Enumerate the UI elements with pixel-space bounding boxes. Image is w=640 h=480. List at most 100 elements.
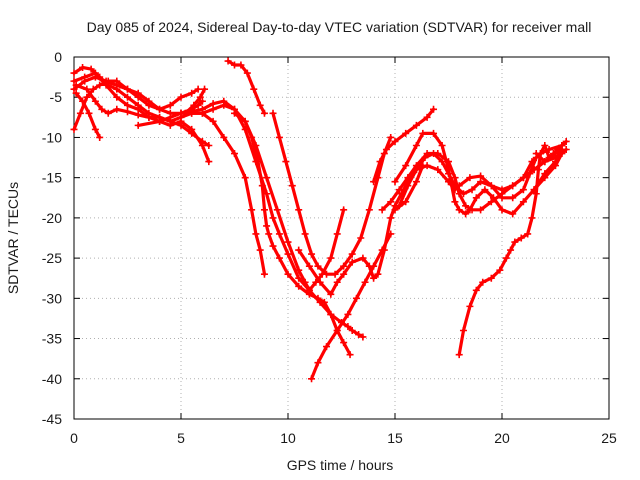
x-tick-label: 15 — [387, 430, 403, 446]
data-point-marker — [209, 100, 217, 108]
data-point-marker — [134, 111, 142, 119]
data-point-marker — [558, 141, 566, 149]
data-point-marker — [445, 170, 452, 178]
data-point-marker — [370, 178, 378, 186]
data-point-marker — [156, 117, 164, 125]
data-point-marker — [263, 190, 271, 198]
data-point-marker — [87, 65, 95, 73]
x-tick-label: 25 — [601, 430, 617, 446]
data-point-marker — [380, 246, 388, 254]
data-point-marker — [188, 89, 196, 97]
data-point-marker — [72, 89, 80, 97]
data-point-marker — [284, 238, 292, 246]
data-point-marker — [113, 93, 121, 101]
grid-lines — [74, 57, 609, 419]
data-point-marker — [205, 158, 213, 166]
data-point-marker — [327, 290, 335, 298]
data-point-marker — [124, 93, 131, 101]
data-point-marker — [269, 242, 277, 250]
data-point-marker — [269, 214, 277, 222]
data-point-marker — [295, 274, 303, 282]
data-point-marker — [434, 166, 442, 174]
data-point-marker — [243, 69, 251, 77]
data-point-marker — [340, 270, 348, 278]
data-point-marker — [70, 77, 78, 85]
data-point-marker — [419, 162, 427, 170]
data-point-marker — [541, 141, 549, 149]
data-point-marker — [260, 206, 268, 214]
y-tick-label: -25 — [42, 250, 62, 266]
data-point-marker — [284, 250, 292, 258]
data-point-marker — [209, 117, 217, 125]
series-arc-8 — [181, 85, 209, 117]
data-point-marker — [91, 69, 99, 77]
data-point-marker — [344, 310, 352, 318]
data-point-marker — [288, 182, 296, 190]
data-point-marker — [231, 61, 238, 69]
data-point-marker — [528, 158, 536, 166]
data-point-marker — [231, 150, 238, 158]
series-line — [190, 99, 365, 339]
data-point-marker — [124, 101, 131, 109]
series-arc-12 — [269, 109, 395, 278]
data-point-marker — [430, 150, 438, 158]
data-point-marker — [451, 182, 459, 190]
y-tick-label: -35 — [42, 331, 62, 347]
series-line — [232, 111, 346, 292]
data-point-marker — [357, 234, 365, 242]
data-point-marker — [462, 202, 470, 210]
plot-frame — [73, 56, 610, 420]
y-tick-label: -5 — [50, 89, 63, 105]
y-tick-label: -20 — [42, 210, 62, 226]
data-point-marker — [323, 343, 331, 351]
data-point-marker — [430, 105, 438, 113]
data-point-marker — [462, 210, 470, 218]
data-point-marker — [412, 178, 420, 186]
data-point-marker — [402, 129, 410, 137]
data-point-marker — [526, 170, 534, 178]
data-point-marker — [301, 278, 309, 286]
data-point-marker — [412, 141, 420, 149]
data-point-marker — [421, 154, 429, 162]
y-tick-label: -30 — [42, 290, 62, 306]
data-point-marker — [404, 182, 412, 190]
data-point-marker — [76, 109, 84, 117]
chart-title: Day 085 of 2024, Sidereal Day-to-day VTE… — [87, 19, 592, 35]
data-point-marker — [340, 206, 348, 214]
data-point-marker — [509, 182, 517, 190]
data-point-marker — [451, 174, 459, 182]
data-point-marker — [91, 125, 99, 133]
data-point-marker — [166, 101, 174, 109]
data-point-marker — [498, 194, 506, 202]
data-point-marker — [198, 105, 206, 113]
data-point-marker — [395, 186, 403, 194]
data-point-marker — [348, 250, 356, 258]
data-point-marker — [438, 158, 446, 166]
data-point-marker — [502, 254, 510, 262]
data-point-marker — [181, 109, 189, 117]
x-tick-label: 20 — [494, 430, 510, 446]
data-point-marker — [438, 141, 446, 149]
data-point-marker — [224, 57, 232, 65]
data-point-marker — [177, 93, 185, 101]
data-point-marker — [252, 230, 260, 238]
data-point-marker — [275, 254, 283, 262]
data-point-marker — [323, 270, 331, 278]
data-point-marker — [459, 190, 467, 198]
data-point-marker — [295, 206, 303, 214]
data-point-marker — [89, 85, 97, 93]
data-point-marker — [365, 206, 373, 214]
data-point-marker — [537, 150, 545, 158]
x-tick-label: 10 — [280, 430, 296, 446]
data-point-marker — [295, 266, 303, 274]
data-point-marker — [451, 198, 459, 206]
data-point-marker — [487, 182, 495, 190]
series-arc-17 — [395, 150, 540, 210]
y-tick-label: -10 — [42, 129, 62, 145]
x-tick-label: 0 — [70, 430, 78, 446]
series-arc-7 — [134, 109, 268, 278]
data-point-marker — [316, 278, 324, 286]
data-point-marker — [352, 294, 360, 302]
data-point-marker — [466, 174, 474, 182]
data-point-marker — [198, 141, 206, 149]
